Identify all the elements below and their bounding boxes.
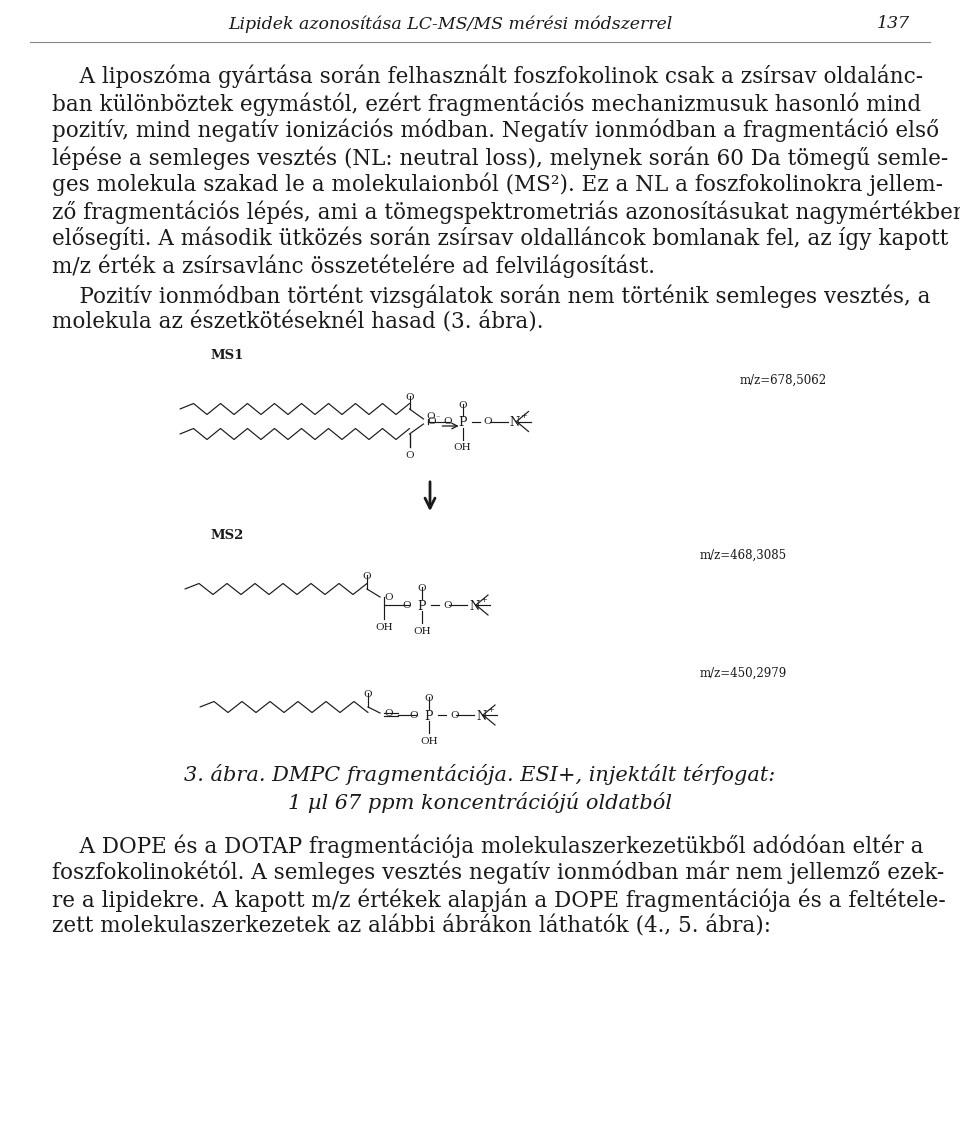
Text: foszfokolinokétól. A semleges vesztés negatív ionmódban már nem jellemző ezek-: foszfokolinokétól. A semleges vesztés ne… (52, 861, 945, 885)
Text: +: + (520, 412, 527, 420)
Text: N: N (476, 709, 487, 723)
Text: O: O (458, 400, 467, 409)
Text: Pozitív ionmódban történt vizsgálatok során nem történik semleges vesztés, a: Pozitív ionmódban történt vizsgálatok so… (52, 286, 930, 308)
Text: MS2: MS2 (210, 529, 244, 542)
Text: O: O (443, 417, 451, 426)
Text: m/z érték a zsírsavlánc összetételére ad felvilágosítást.: m/z érték a zsírsavlánc összetételére ad… (52, 254, 655, 278)
Text: O: O (363, 572, 372, 581)
Text: O: O (405, 393, 414, 402)
Text: P: P (418, 599, 426, 613)
Text: +: + (480, 596, 487, 604)
Text: 3. ábra. DMPC fragmentációja. ESI+, injektált térfogat:: 3. ábra. DMPC fragmentációja. ESI+, inje… (184, 764, 776, 785)
Text: O: O (384, 709, 393, 718)
Text: O: O (409, 710, 418, 719)
Text: A DOPE és a DOTAP fragmentációja molekulaszerkezetükből adódóan eltér a: A DOPE és a DOTAP fragmentációja molekul… (52, 834, 924, 858)
Text: OH: OH (413, 627, 431, 636)
Text: OH: OH (420, 736, 438, 746)
Text: P: P (424, 709, 433, 723)
Text: OH: OH (375, 623, 393, 632)
Text: m/z=468,3085: m/z=468,3085 (700, 550, 787, 562)
Text: OH: OH (454, 443, 471, 452)
Text: O: O (418, 583, 426, 593)
Text: O: O (484, 417, 492, 426)
Text: molekula az észetkötéseknél hasad (3. ábra).: molekula az észetkötéseknél hasad (3. áb… (52, 312, 543, 334)
Text: ges molekula szakad le a molekulaionból (MS²). Ez a NL a foszfokolinokra jellem-: ges molekula szakad le a molekulaionból … (52, 173, 943, 196)
Text: ző fragmentációs lépés, ami a tömegspektrometriás azonosításukat nagymértékben: ző fragmentációs lépés, ami a tömegspekt… (52, 201, 960, 223)
Text: P: P (458, 416, 467, 429)
Text: m/z=450,2979: m/z=450,2979 (700, 667, 787, 680)
Text: N: N (469, 599, 479, 613)
Text: re a lipidekre. A kapott m/z értékek alapján a DOPE fragmentációja és a feltétel: re a lipidekre. A kapott m/z értékek ala… (52, 888, 946, 912)
Text: O: O (450, 710, 459, 719)
Text: O: O (402, 600, 411, 610)
Text: +: + (487, 706, 493, 714)
Text: A liposzóma gyártása során felhasznált foszfokolinok csak a zsírsav oldalánc-: A liposzóma gyártása során felhasznált f… (52, 65, 924, 88)
Text: lépése a semleges vesztés (NL: neutral loss), melynek során 60 Da tömegű semle-: lépése a semleges vesztés (NL: neutral l… (52, 146, 948, 170)
Text: ⁻: ⁻ (436, 415, 440, 423)
Text: O: O (426, 412, 435, 421)
Text: pozitív, mind negatív ionizációs módban. Negatív ionmódban a fragmentáció első: pozitív, mind negatív ionizációs módban.… (52, 119, 939, 143)
Text: O: O (427, 417, 436, 426)
Text: Lipidek azonosítása LC-MS/MS mérési módszerrel: Lipidek azonosítása LC-MS/MS mérési móds… (228, 15, 672, 33)
Text: MS1: MS1 (210, 349, 244, 363)
Text: 1 µl 67 ppm koncentrációjú oldatból: 1 µl 67 ppm koncentrációjú oldatból (288, 792, 672, 813)
Text: m/z=678,5062: m/z=678,5062 (740, 374, 828, 387)
Text: N: N (510, 416, 519, 429)
Text: zett molekulaszerkezetek az alábbi ábrákon láthatók (4., 5. ábra):: zett molekulaszerkezetek az alábbi ábrák… (52, 915, 771, 937)
Text: ban különböztek egymástól, ezért fragmentációs mechanizmusuk hasonló mind: ban különböztek egymástól, ezért fragmen… (52, 92, 922, 116)
Text: elősegíti. A második ütközés során zsírsav oldalláncok bomlanak fel, az így kapo: elősegíti. A második ütközés során zsírs… (52, 227, 948, 250)
Text: O: O (384, 594, 393, 603)
Text: 137: 137 (877, 16, 910, 33)
Text: O: O (364, 690, 372, 699)
Text: O: O (405, 451, 414, 460)
Text: O: O (424, 695, 433, 702)
Text: O: O (443, 600, 451, 610)
